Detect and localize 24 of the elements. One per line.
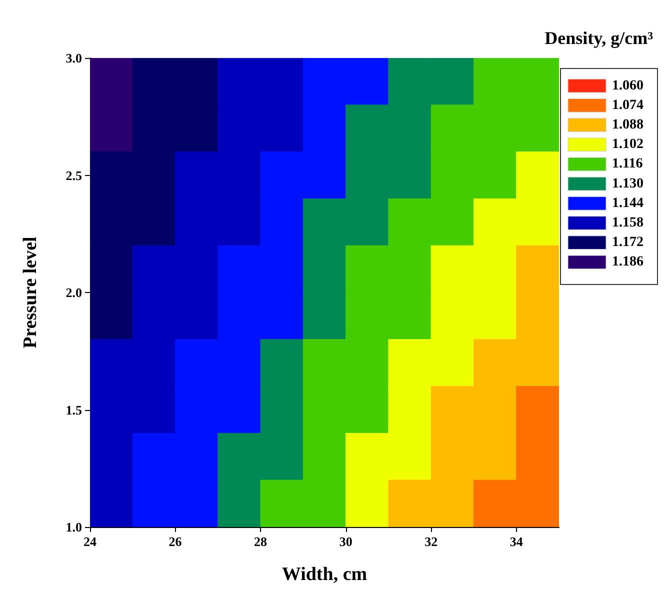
x-tick-label: 32 xyxy=(424,534,438,549)
color-bar-label: 1.130 xyxy=(612,176,644,192)
legend-title: Density, g/cm³ xyxy=(544,28,654,48)
color-bar-label: 1.074 xyxy=(612,98,644,113)
color-bar-label: 1.144 xyxy=(612,196,644,211)
x-tick-label: 28 xyxy=(254,534,268,549)
color-bar-label: 1.102 xyxy=(612,137,644,152)
x-axis-title: Width, cm xyxy=(282,564,368,585)
color-bar-label: 1.186 xyxy=(612,254,644,270)
x-tick-label: 24 xyxy=(84,534,97,549)
y-tick-label: 2.0 xyxy=(66,285,82,300)
y-tick-label: 1.0 xyxy=(66,520,82,534)
y-axis-title: Pressure level xyxy=(20,236,41,348)
x-tick-label: 34 xyxy=(510,534,524,549)
color-bar-label: 1.158 xyxy=(612,216,644,230)
y-tick-label: 3.0 xyxy=(66,50,82,66)
color-bar-label: 1.060 xyxy=(612,78,644,94)
x-tick-label: 30 xyxy=(339,534,352,549)
color-bar-label: 1.172 xyxy=(612,235,644,250)
y-tick-label: 1.5 xyxy=(66,402,82,418)
color-bar-label: 1.116 xyxy=(612,156,643,172)
x-tick-label: 26 xyxy=(168,534,182,549)
y-tick-label: 2.5 xyxy=(66,168,82,183)
color-bar-label: 1.088 xyxy=(612,118,644,132)
